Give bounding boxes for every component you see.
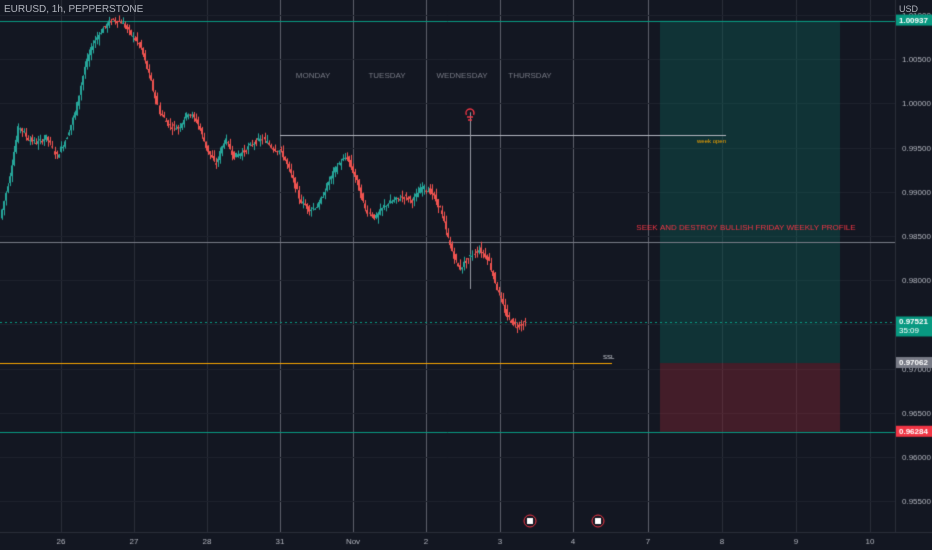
symbol-label: EURUSD, 1h, PEPPERSTONE [4,4,144,15]
currency-label: USD [899,4,919,14]
